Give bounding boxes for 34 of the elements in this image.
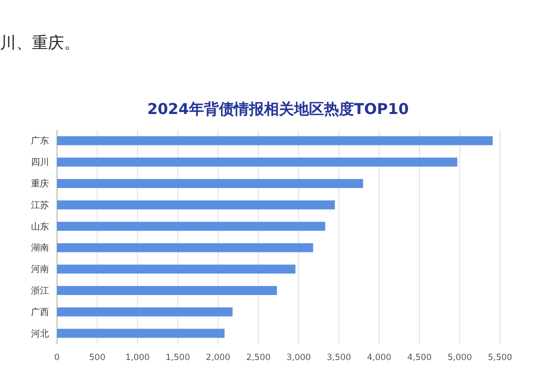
y-tick-label: 重庆	[31, 178, 49, 190]
text: 川、重庆。	[0, 33, 80, 52]
y-tick-label: 河南	[31, 264, 49, 276]
y-tick-label: 山东	[31, 221, 49, 232]
bar	[57, 222, 326, 231]
x-tick-label: 5,000	[448, 353, 472, 363]
x-tick-label: 3,000	[286, 353, 311, 363]
bar	[57, 286, 277, 295]
y-tick-label: 河北	[31, 328, 49, 340]
y-tick-label: 浙江	[31, 286, 49, 296]
bar	[57, 200, 335, 210]
x-tick-label: 5,500	[488, 353, 512, 363]
y-tick-label: 广西	[31, 306, 49, 318]
y-tick-label: 广东	[31, 136, 49, 147]
bar	[57, 158, 458, 167]
bar	[57, 328, 225, 338]
bar	[57, 243, 314, 252]
y-tick-label: 江苏	[31, 200, 49, 211]
x-tick-label: 4,500	[407, 353, 432, 363]
x-tick-label: 2,000	[206, 353, 230, 363]
bar	[57, 264, 296, 274]
bar	[57, 307, 233, 316]
chart-title: 2024年背债情报相关地区热度TOP10	[147, 100, 409, 118]
x-tick-label: 0	[54, 353, 60, 363]
x-tick-label: 500	[89, 353, 106, 363]
bar	[57, 136, 493, 146]
y-tick-label: 四川	[31, 157, 49, 168]
x-tick-label: 4,000	[367, 353, 392, 363]
bar	[57, 179, 364, 188]
x-tick-label: 1,000	[125, 353, 150, 363]
x-tick-label: 1,500	[166, 353, 190, 363]
x-tick-label: 2,500	[246, 353, 271, 363]
x-tick-label: 3,500	[326, 353, 352, 363]
y-tick-label: 湖南	[31, 242, 49, 254]
